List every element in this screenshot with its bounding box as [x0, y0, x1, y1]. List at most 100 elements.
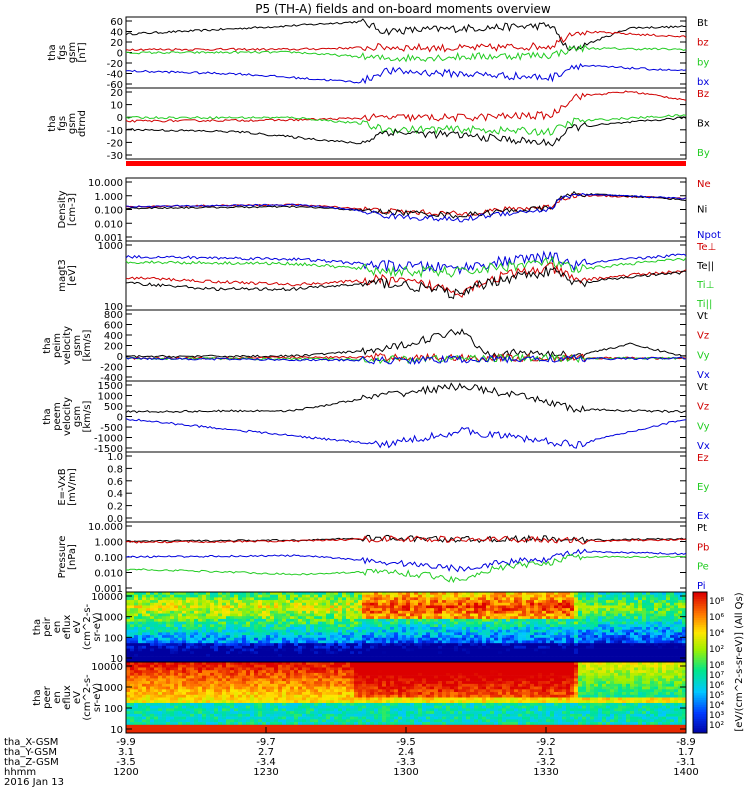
heatmap-cell: [462, 605, 467, 609]
heatmap-cell: [670, 610, 675, 614]
heatmap-cell: [254, 689, 259, 693]
heatmap-cell: [414, 610, 419, 614]
heatmap-cell: [454, 656, 459, 660]
heatmap-cell: [142, 632, 147, 636]
heatmap-cell: [190, 675, 195, 679]
heatmap-cell: [162, 716, 167, 720]
heatmap-cell: [266, 730, 271, 734]
heatmap-cell: [326, 656, 331, 660]
heatmap-cell: [142, 656, 147, 660]
heatmap-cell: [262, 689, 267, 693]
heatmap-cell: [410, 643, 415, 647]
heatmap-cell: [366, 624, 371, 628]
y-axis-label: en: [52, 621, 63, 634]
heatmap-cell: [410, 632, 415, 636]
heatmap-cell: [298, 624, 303, 628]
heatmap-cell: [218, 624, 223, 628]
heatmap-cell: [210, 627, 215, 630]
heatmap-cell: [430, 608, 435, 612]
heatmap-cell: [150, 624, 155, 628]
heatmap-cell: [198, 632, 203, 636]
heatmap-cell: [438, 592, 443, 595]
heatmap-cell: [530, 651, 535, 655]
heatmap-cell: [566, 608, 571, 612]
heatmap-cell: [350, 656, 355, 660]
heatmap-cell: [214, 730, 219, 734]
heatmap-cell: [270, 648, 275, 652]
heatmap-cell: [482, 651, 487, 655]
heatmap-cell: [266, 637, 271, 641]
heatmap-cell: [206, 640, 211, 644]
heatmap-cell: [134, 605, 139, 609]
heatmap-cell: [426, 653, 431, 657]
heatmap-cell: [610, 613, 615, 617]
heatmap-cell: [282, 602, 287, 606]
heatmap-cell: [262, 700, 267, 704]
heatmap-cell: [258, 672, 263, 676]
heatmap-cell: [422, 632, 427, 636]
heatmap-cell: [666, 600, 671, 604]
heatmap-cell: [382, 621, 387, 625]
heatmap-cell: [674, 597, 679, 601]
heatmap-cell: [530, 592, 535, 595]
heatmap-cell: [526, 621, 531, 625]
heatmap-cell: [530, 643, 535, 647]
heatmap-cell: [522, 648, 527, 652]
heatmap-cell: [274, 645, 279, 649]
heatmap-cell: [562, 643, 567, 647]
heatmap-cell: [546, 632, 551, 636]
heatmap-cell: [226, 659, 231, 663]
heatmap-cell: [650, 632, 655, 636]
heatmap-cell: [170, 613, 175, 617]
heatmap-cell: [170, 629, 175, 633]
heatmap-cell: [258, 700, 263, 704]
heatmap-cell: [250, 689, 255, 693]
heatmap-cell: [370, 597, 375, 601]
heatmap-cell: [374, 659, 379, 663]
heatmap-cell: [210, 705, 215, 709]
heatmap-cell: [138, 632, 143, 636]
heatmap-cell: [234, 608, 239, 612]
heatmap-cell: [302, 627, 307, 630]
heatmap-cell: [334, 637, 339, 641]
heatmap-cell: [258, 643, 263, 647]
heatmap-cell: [242, 618, 247, 622]
heatmap-cell: [526, 618, 531, 622]
heatmap-cell: [558, 632, 563, 636]
heatmap-cell: [190, 640, 195, 644]
heatmap-cell: [650, 651, 655, 655]
heatmap-cell: [258, 719, 263, 723]
heatmap-cell: [466, 592, 471, 595]
heatmap-cell: [614, 605, 619, 609]
heatmap-cell: [666, 605, 671, 609]
heatmap-cell: [410, 629, 415, 633]
heatmap-cell: [414, 640, 419, 644]
heatmap-cell: [346, 594, 351, 598]
heatmap-cell: [178, 708, 183, 712]
heatmap-cell: [530, 608, 535, 612]
heatmap-cell: [170, 713, 175, 717]
heatmap-cell: [394, 651, 399, 655]
heatmap-cell: [206, 653, 211, 657]
heatmap-cell: [266, 656, 271, 660]
heatmap-cell: [578, 632, 583, 636]
heatmap-cell: [606, 648, 611, 652]
heatmap-cell: [422, 651, 427, 655]
heatmap-cell: [202, 600, 207, 604]
heatmap-cell: [378, 618, 383, 622]
heatmap-cell: [450, 602, 455, 606]
heatmap-cell: [438, 656, 443, 660]
heatmap-cell: [230, 716, 235, 720]
heatmap-cell: [442, 608, 447, 612]
heatmap-cell: [530, 648, 535, 652]
heatmap-cell: [450, 648, 455, 652]
heatmap-cell: [282, 681, 287, 685]
heatmap-cell: [466, 643, 471, 647]
heatmap-cell: [462, 648, 467, 652]
heatmap-cell: [578, 621, 583, 625]
heatmap-cell: [550, 632, 555, 636]
heatmap-cell: [486, 640, 491, 644]
heatmap-cell: [238, 618, 243, 622]
heatmap-cell: [558, 637, 563, 641]
heatmap-cell: [130, 637, 135, 641]
